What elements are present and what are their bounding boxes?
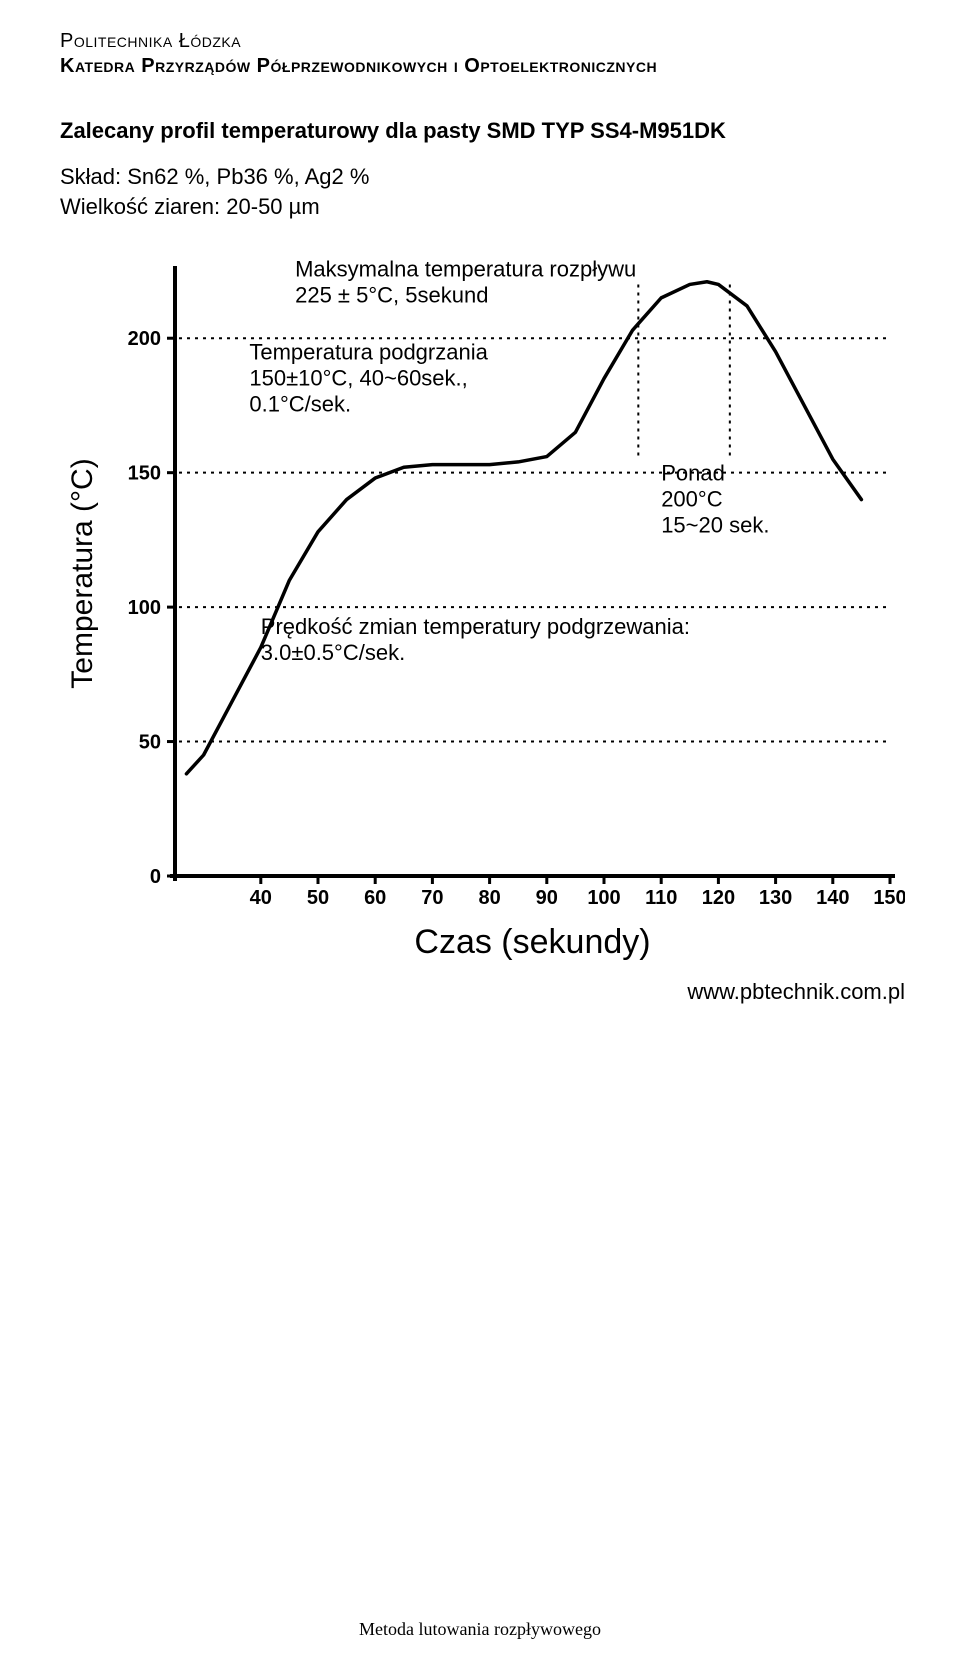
svg-text:Ponad: Ponad [661,461,725,486]
svg-text:0.1°C/sek.: 0.1°C/sek. [249,392,351,417]
svg-text:70: 70 [421,887,443,909]
institution-line1: Politechnika Łódzka [60,30,900,53]
svg-text:Temperatura podgrzania: Temperatura podgrzania [249,340,488,365]
page-title: Zalecany profil temperaturowy dla pasty … [60,118,900,144]
svg-text:150: 150 [128,463,161,485]
svg-text:50: 50 [139,732,161,754]
svg-text:150±10°C, 40~60sek.,: 150±10°C, 40~60sek., [249,366,467,391]
page-footer: Metoda lutowania rozpływowego [0,1619,960,1640]
temperature-profile-chart: 0 50 100 150 200 40 50 60 70 80 90 100 110 120 130 140 1… [60,251,905,971]
svg-text:Czas (sekundy): Czas (sekundy) [414,923,650,961]
svg-text:40: 40 [250,887,272,909]
svg-text:Temperatura (°C): Temperatura (°C) [66,459,99,689]
svg-text:3.0±0.5°C/sek.: 3.0±0.5°C/sek. [261,640,405,665]
svg-text:60: 60 [364,887,386,909]
source-url: www.pbtechnik.com.pl [60,979,905,1005]
svg-text:100: 100 [128,597,161,619]
svg-text:80: 80 [478,887,500,909]
svg-text:100: 100 [587,887,620,909]
svg-text:50: 50 [307,887,329,909]
svg-text:15~20 sek.: 15~20 sek. [661,513,769,538]
svg-text:140: 140 [816,887,849,909]
svg-text:225 ± 5°C, 5sekund: 225 ± 5°C, 5sekund [295,283,488,308]
svg-text:Maksymalna temperatura rozpływ: Maksymalna temperatura rozpływu [295,257,636,282]
svg-text:130: 130 [759,887,792,909]
svg-text:200: 200 [128,329,161,351]
svg-text:90: 90 [536,887,558,909]
grain-size-line: Wielkość ziaren: 20-50 µm [60,192,900,222]
svg-text:150: 150 [873,887,905,909]
svg-text:Prędkość zmian temperatury pod: Prędkość zmian temperatury podgrzewania: [261,614,690,639]
svg-text:110: 110 [645,887,677,909]
composition-line: Skład: Sn62 %, Pb36 %, Ag2 % [60,162,900,192]
svg-text:200°C: 200°C [661,487,723,512]
institution-line2: Katedra Przyrządów Półprzewodnikowych i … [60,55,900,78]
svg-text:120: 120 [702,887,735,909]
svg-text:0: 0 [150,866,161,888]
